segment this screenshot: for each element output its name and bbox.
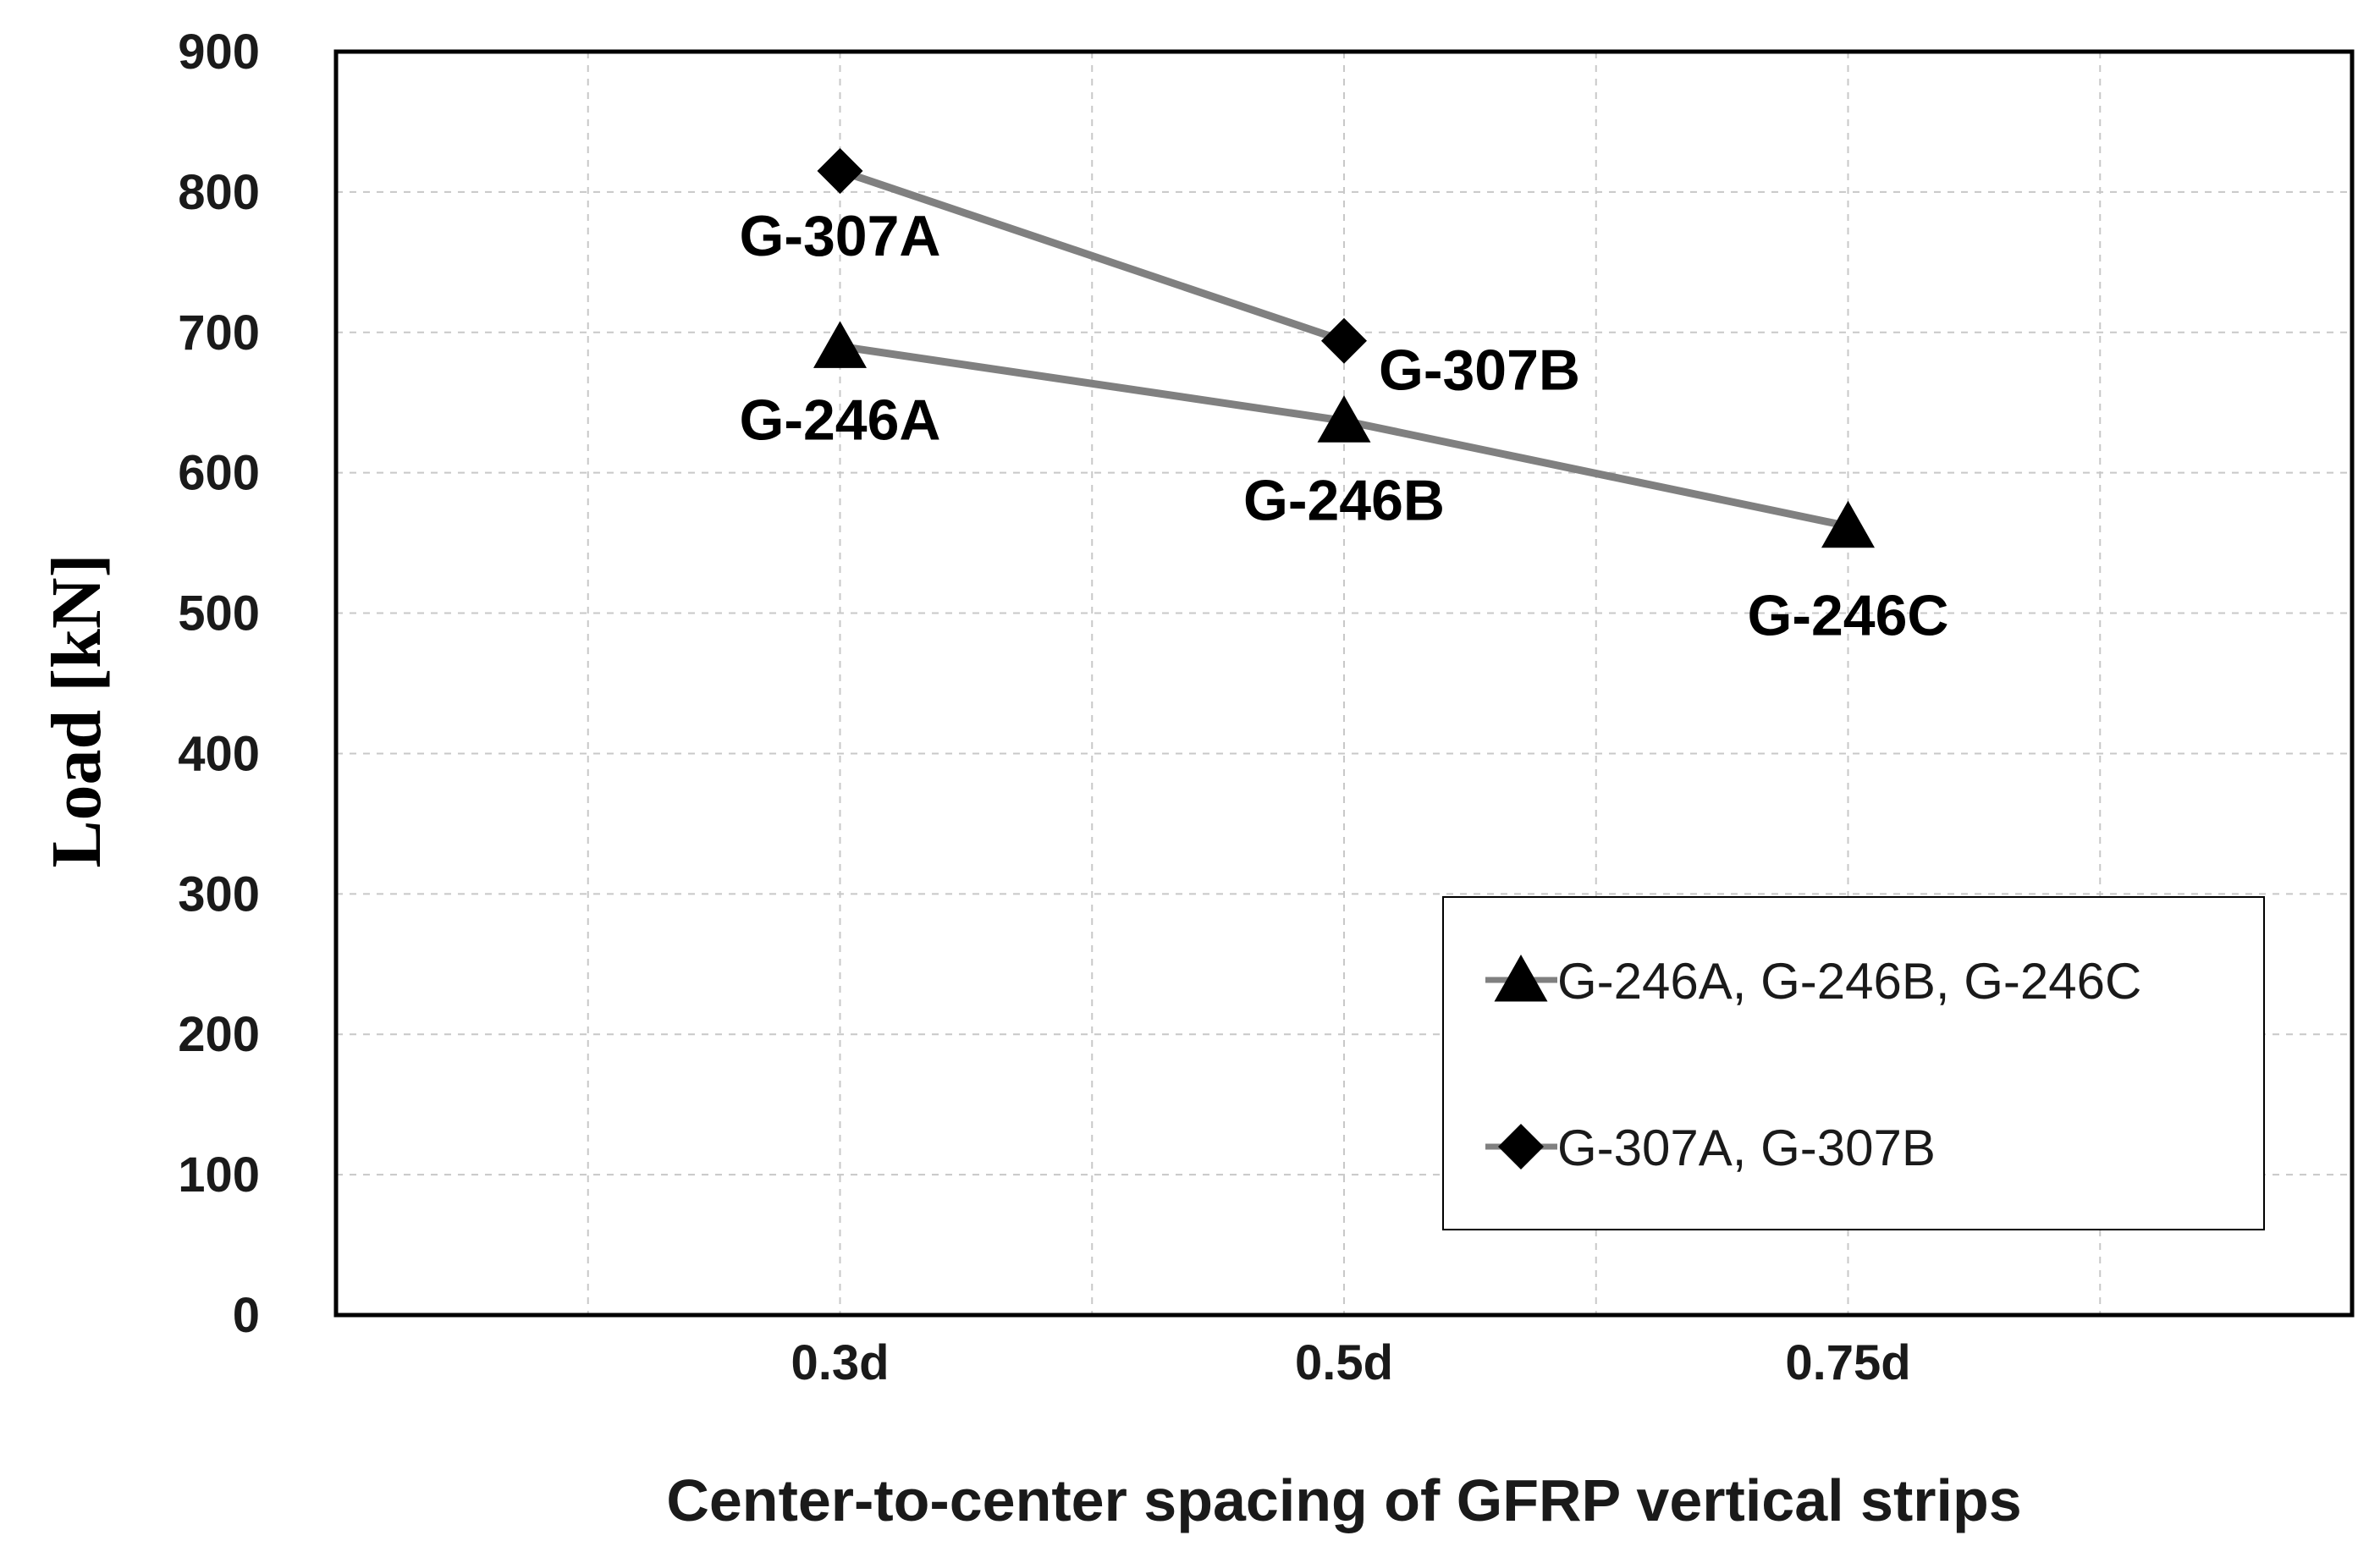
- y-axis-ticks: 0 100 200 300 400 500 600 700 800 900: [178, 25, 260, 1343]
- point-label: G-307B: [1379, 338, 1580, 403]
- point-label: G-246C: [1747, 584, 1948, 648]
- data-point-triangle: [813, 321, 867, 368]
- point-label: G-246A: [739, 388, 940, 452]
- y-tick-label: 800: [178, 165, 260, 220]
- point-labels: G-246A G-246B G-246C G-307A G-307B: [739, 204, 1948, 648]
- y-tick-label: 200: [178, 1007, 260, 1062]
- point-label: G-307A: [739, 204, 940, 268]
- x-tick-label: 0.75d: [1785, 1335, 1910, 1390]
- legend-box: [1442, 896, 2265, 1230]
- series-group: [813, 148, 1875, 548]
- legend-diamond-icon: [1498, 1124, 1544, 1169]
- x-tick-label: 0.5d: [1295, 1335, 1393, 1390]
- y-tick-label: 0: [233, 1288, 260, 1343]
- legend-label-246: G-246A, G-246B, G-246C: [1557, 953, 2141, 1010]
- x-axis-ticks: 0.3d 0.5d 0.75d: [791, 1335, 1910, 1390]
- data-point-triangle: [1317, 395, 1371, 443]
- y-tick-label: 600: [178, 446, 260, 501]
- data-point-diamond: [817, 148, 863, 195]
- series-line-2: [839, 167, 1346, 344]
- y-tick-label: 500: [178, 586, 260, 641]
- point-label: G-246B: [1243, 468, 1445, 532]
- data-point-diamond: [1321, 317, 1367, 364]
- data-point-triangle: [1821, 500, 1875, 548]
- y-tick-label: 400: [178, 726, 260, 781]
- y-tick-label: 700: [178, 305, 260, 360]
- y-tick-label: 300: [178, 867, 260, 922]
- y-tick-label: 900: [178, 25, 260, 80]
- x-tick-label: 0.3d: [791, 1335, 889, 1390]
- legend-label-307: G-307A, G-307B: [1557, 1120, 1936, 1176]
- y-axis-title: Load [kN]: [37, 553, 116, 867]
- legend-triangle-icon: [1494, 955, 1548, 1002]
- y-tick-label: 100: [178, 1147, 260, 1203]
- plot-area-frame: [333, 49, 2355, 1318]
- legend: G-246A, G-246B, G-246C G-307A, G-307B: [1442, 896, 2265, 1230]
- x-axis-title: Center-to-center spacing of GFRP vertica…: [666, 1467, 2021, 1533]
